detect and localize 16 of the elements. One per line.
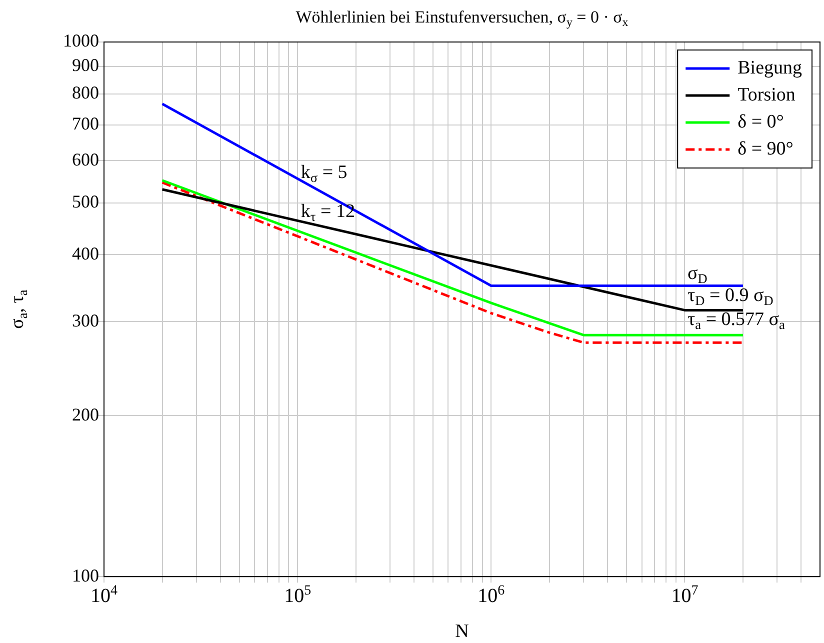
legend-label: δ = 90° bbox=[738, 138, 794, 160]
y-axis-title: σa, τa bbox=[6, 290, 30, 329]
y-tick-label: 600 bbox=[72, 149, 99, 170]
legend-label: Torsion bbox=[738, 84, 796, 106]
legend-label: δ = 0° bbox=[738, 111, 784, 132]
y-tick-label: 1000 bbox=[63, 30, 99, 51]
y-tick-label: 900 bbox=[72, 55, 99, 76]
legend-label: Biegung bbox=[738, 57, 802, 78]
y-tick-label: 400 bbox=[72, 243, 99, 264]
y-tick-label: 700 bbox=[72, 114, 99, 134]
y-tick-label: 800 bbox=[72, 82, 99, 103]
y-tick-label: 200 bbox=[72, 404, 99, 424]
y-tick-label: 300 bbox=[72, 310, 99, 330]
y-tick-label: 500 bbox=[72, 192, 99, 212]
y-tick-label: 100 bbox=[72, 565, 99, 586]
x-axis-title: N bbox=[455, 620, 470, 642]
